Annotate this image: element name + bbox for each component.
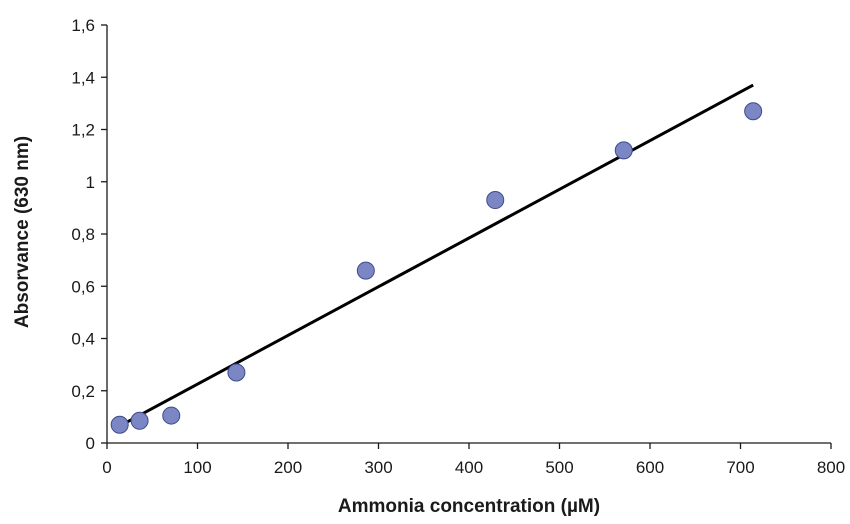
- data-point: [486, 191, 505, 210]
- data-point: [162, 406, 181, 425]
- y-tick-label: 0,8: [71, 225, 95, 244]
- x-tick-label: 600: [636, 458, 664, 477]
- data-point: [130, 411, 149, 430]
- y-tick-label: 0,4: [71, 330, 95, 349]
- data-point: [356, 261, 375, 280]
- x-tick-label: 200: [274, 458, 302, 477]
- y-axis-title: Absorvance (630 nm): [12, 136, 33, 328]
- plot-area: 0 0,2 0,4 0,6 0,8 1 1,2 1,4 1,6 0 100 200 300 400 500 6…: [71, 16, 845, 477]
- data-point: [110, 415, 129, 434]
- data-point: [614, 141, 633, 160]
- y-tick-label: 0,2: [71, 382, 95, 401]
- trend-line: [118, 83, 754, 428]
- y-tick-label: 0: [86, 434, 95, 453]
- y-tick-label: 1,2: [71, 121, 95, 140]
- x-tick-label: 500: [545, 458, 573, 477]
- x-tick-label: 800: [817, 458, 845, 477]
- data-point: [227, 363, 246, 382]
- x-tick-label: 300: [364, 458, 392, 477]
- x-tick-label: 0: [102, 458, 111, 477]
- x-axis-title: Ammonia concentration (µM): [338, 496, 600, 517]
- x-tick-label: 400: [455, 458, 483, 477]
- x-tick-label: 100: [183, 458, 211, 477]
- data-point: [744, 102, 763, 121]
- x-tick-label: 700: [726, 458, 754, 477]
- y-tick-label: 1,6: [71, 16, 95, 35]
- y-tick-label: 0,6: [71, 277, 95, 296]
- y-tick-label: 1,4: [71, 68, 95, 87]
- y-tick-label: 1: [86, 173, 95, 192]
